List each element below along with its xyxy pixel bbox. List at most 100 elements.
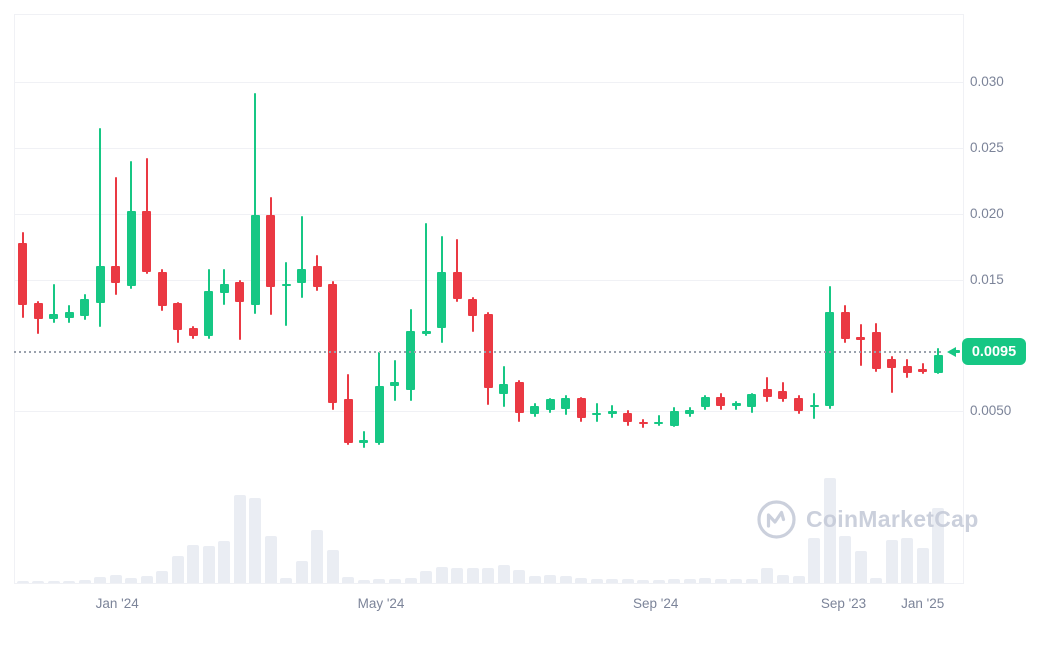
candle-down[interactable]: [173, 303, 183, 330]
candle-wick: [99, 128, 102, 327]
volume-bar: [156, 571, 169, 583]
candle-wick: [425, 222, 428, 337]
candle-down[interactable]: [856, 337, 866, 341]
candle-up[interactable]: [359, 440, 369, 443]
volume-bar: [451, 568, 464, 583]
candle-up[interactable]: [95, 266, 105, 304]
candle-up[interactable]: [49, 313, 59, 320]
candle-down[interactable]: [623, 412, 633, 422]
candle-down[interactable]: [514, 382, 524, 413]
candle-down[interactable]: [328, 283, 338, 404]
candle-down[interactable]: [18, 242, 27, 305]
candle-up[interactable]: [592, 412, 602, 415]
candle-down[interactable]: [794, 398, 803, 412]
volume-bar: [435, 567, 448, 583]
gridline: [14, 279, 963, 281]
candle-down[interactable]: [483, 313, 493, 388]
volume-bar: [699, 578, 712, 583]
candle-wick: [300, 216, 303, 298]
volume-bar: [668, 579, 681, 583]
candle-up[interactable]: [933, 354, 943, 374]
candle-up[interactable]: [654, 421, 664, 425]
price-arrow-tail: [955, 350, 960, 354]
volume-bar: [78, 580, 91, 583]
candle-up[interactable]: [499, 383, 509, 395]
candle-down[interactable]: [887, 358, 897, 368]
candle-up[interactable]: [530, 405, 540, 414]
candle-up[interactable]: [731, 403, 741, 406]
candle-down[interactable]: [312, 266, 322, 288]
current-price-label: 0.0095: [971, 343, 1017, 360]
candle-wick: [611, 404, 614, 418]
candle-down[interactable]: [33, 303, 43, 320]
volume-bar: [233, 495, 246, 583]
y-axis-tick-label: 0.025: [970, 139, 1004, 155]
x-axis-tick-label: Sep '24: [633, 596, 679, 611]
candle-up[interactable]: [250, 215, 260, 305]
candle-up[interactable]: [219, 283, 229, 293]
candle-wick: [52, 283, 55, 323]
volume-bar: [590, 579, 603, 583]
candle-up[interactable]: [747, 394, 757, 408]
candle-up[interactable]: [669, 411, 679, 426]
volume-bar: [32, 581, 45, 583]
y-axis-tick-label: 0.030: [970, 74, 1004, 89]
candle-up[interactable]: [809, 404, 819, 408]
volume-bar: [482, 568, 495, 583]
volume-bar: [544, 575, 557, 583]
volume-bar: [109, 575, 122, 583]
candle-up[interactable]: [80, 299, 90, 317]
candle-down[interactable]: [840, 312, 850, 339]
volume-bar: [466, 568, 479, 583]
candle-down[interactable]: [111, 266, 121, 284]
candle-down[interactable]: [762, 388, 772, 397]
candle-up[interactable]: [437, 271, 447, 329]
candle-up[interactable]: [561, 398, 571, 409]
candle-up[interactable]: [825, 312, 835, 406]
candle-down[interactable]: [902, 366, 912, 374]
candle-down[interactable]: [188, 328, 198, 337]
volume-bar: [714, 579, 727, 583]
candle-up[interactable]: [204, 291, 214, 337]
candle-wick: [285, 262, 288, 326]
candle-down[interactable]: [638, 421, 648, 425]
candle-down[interactable]: [266, 215, 276, 288]
y-axis-tick-label: 0.015: [970, 271, 1004, 287]
plot-area[interactable]: [14, 14, 964, 584]
x-axis-tick-label: Sep '23: [820, 596, 867, 611]
volume-bar: [932, 508, 945, 583]
candle-down[interactable]: [157, 271, 167, 306]
candle-up[interactable]: [421, 330, 431, 334]
volume-bar: [730, 579, 743, 583]
candle-up[interactable]: [406, 330, 415, 391]
candle-wick: [362, 431, 365, 449]
candle-down[interactable]: [452, 271, 462, 300]
candle-up[interactable]: [374, 386, 384, 443]
candle-up[interactable]: [297, 269, 307, 284]
candle-up[interactable]: [685, 409, 695, 414]
candle-wick: [859, 324, 862, 367]
candle-down[interactable]: [918, 369, 928, 372]
candle-down[interactable]: [343, 399, 353, 443]
candle-up[interactable]: [281, 283, 291, 287]
candle-down[interactable]: [142, 211, 152, 272]
volume-bar: [187, 545, 200, 583]
candle-up[interactable]: [700, 396, 710, 408]
candle-down[interactable]: [778, 391, 788, 400]
candle-up[interactable]: [390, 382, 400, 387]
coinmarketcap-watermark: CoinMarketCap: [756, 499, 979, 540]
candle-down[interactable]: [468, 299, 478, 317]
candle-down[interactable]: [716, 396, 726, 406]
candle-up[interactable]: [545, 399, 555, 410]
gridline: [14, 213, 963, 215]
candle-down[interactable]: [871, 332, 881, 370]
candle-up[interactable]: [607, 411, 617, 414]
candle-up[interactable]: [126, 211, 136, 287]
volume-bar: [404, 578, 417, 583]
volume-bar: [792, 576, 805, 583]
candle-up[interactable]: [64, 312, 74, 318]
candle-down[interactable]: [235, 282, 245, 302]
candle-down[interactable]: [576, 398, 586, 418]
gridline: [14, 411, 963, 413]
